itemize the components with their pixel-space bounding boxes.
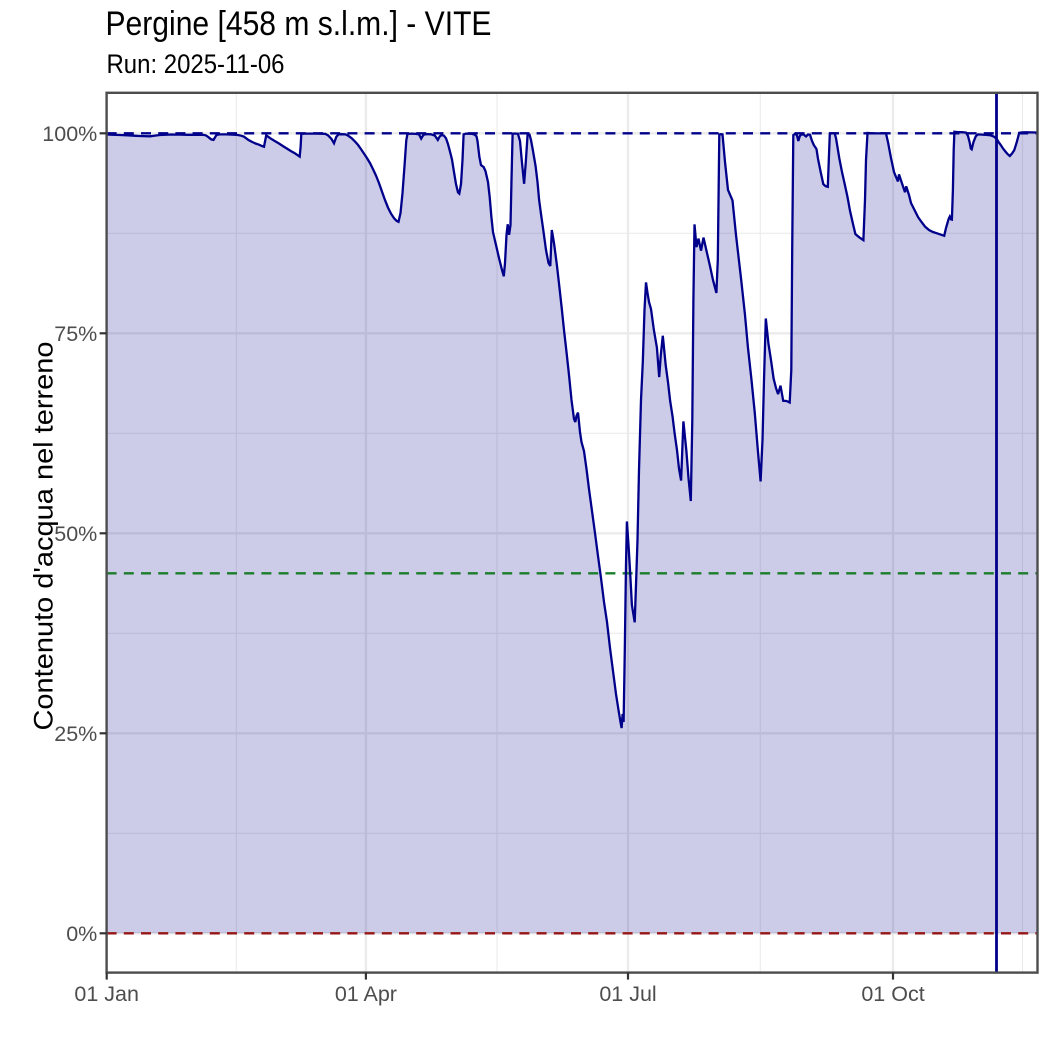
svg-text:25%: 25% — [54, 722, 97, 746]
svg-text:Pergine [458 m s.l.m.] - VITE: Pergine [458 m s.l.m.] - VITE — [106, 5, 492, 43]
svg-text:50%: 50% — [54, 522, 97, 546]
svg-text:0%: 0% — [66, 922, 97, 946]
svg-text:Run: 2025-11-06: Run: 2025-11-06 — [107, 49, 285, 79]
svg-text:01 Apr: 01 Apr — [335, 982, 397, 1006]
svg-text:100%: 100% — [42, 122, 97, 146]
svg-text:01 Jan: 01 Jan — [74, 982, 139, 1006]
svg-text:75%: 75% — [54, 322, 97, 346]
svg-text:01 Jul: 01 Jul — [599, 982, 656, 1006]
svg-text:01 Oct: 01 Oct — [861, 982, 924, 1006]
svg-text:Contenuto d'acqua nel terreno: Contenuto d'acqua nel terreno — [29, 342, 59, 731]
